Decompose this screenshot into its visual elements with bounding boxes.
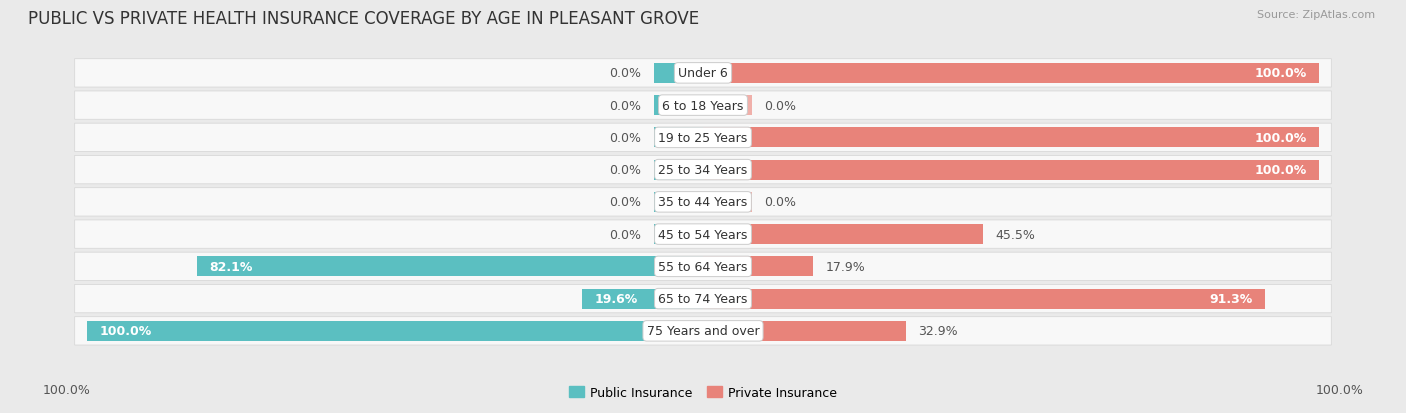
Bar — [654, 160, 703, 180]
Bar — [703, 289, 1265, 309]
FancyBboxPatch shape — [75, 156, 1331, 184]
Bar — [197, 257, 703, 277]
FancyBboxPatch shape — [75, 59, 1331, 88]
Text: 17.9%: 17.9% — [825, 260, 865, 273]
FancyBboxPatch shape — [75, 253, 1331, 281]
FancyBboxPatch shape — [75, 285, 1331, 313]
Text: 45.5%: 45.5% — [995, 228, 1035, 241]
Text: 91.3%: 91.3% — [1209, 292, 1253, 305]
Text: 0.0%: 0.0% — [765, 196, 797, 209]
Text: 65 to 74 Years: 65 to 74 Years — [658, 292, 748, 305]
Text: 45 to 54 Years: 45 to 54 Years — [658, 228, 748, 241]
Bar — [87, 321, 703, 341]
Bar — [703, 225, 983, 244]
Text: 100.0%: 100.0% — [1254, 164, 1306, 177]
Text: 0.0%: 0.0% — [609, 164, 641, 177]
Text: 0.0%: 0.0% — [609, 132, 641, 145]
Text: Under 6: Under 6 — [678, 67, 728, 80]
Bar — [654, 64, 703, 84]
Text: 0.0%: 0.0% — [609, 100, 641, 112]
Text: Source: ZipAtlas.com: Source: ZipAtlas.com — [1257, 10, 1375, 20]
Bar — [654, 96, 703, 116]
Bar — [703, 257, 813, 277]
Text: 0.0%: 0.0% — [609, 196, 641, 209]
Text: 0.0%: 0.0% — [609, 67, 641, 80]
Text: 100.0%: 100.0% — [1254, 132, 1306, 145]
FancyBboxPatch shape — [75, 92, 1331, 120]
Bar — [654, 192, 703, 212]
Text: 100.0%: 100.0% — [42, 384, 90, 396]
Text: 82.1%: 82.1% — [209, 260, 253, 273]
Text: 6 to 18 Years: 6 to 18 Years — [662, 100, 744, 112]
Bar — [703, 128, 1319, 148]
Text: 55 to 64 Years: 55 to 64 Years — [658, 260, 748, 273]
Text: 25 to 34 Years: 25 to 34 Years — [658, 164, 748, 177]
Text: 75 Years and over: 75 Years and over — [647, 325, 759, 337]
Bar — [703, 64, 1319, 84]
FancyBboxPatch shape — [75, 317, 1331, 345]
Text: 32.9%: 32.9% — [918, 325, 957, 337]
Bar — [654, 225, 703, 244]
Text: 0.0%: 0.0% — [609, 228, 641, 241]
Text: 100.0%: 100.0% — [100, 325, 152, 337]
FancyBboxPatch shape — [75, 188, 1331, 216]
Text: 19.6%: 19.6% — [595, 292, 638, 305]
Bar — [703, 321, 905, 341]
Bar — [654, 128, 703, 148]
Bar — [703, 192, 752, 212]
Bar — [582, 289, 703, 309]
Text: 100.0%: 100.0% — [1254, 67, 1306, 80]
Bar — [703, 160, 1319, 180]
Legend: Public Insurance, Private Insurance: Public Insurance, Private Insurance — [564, 381, 842, 404]
FancyBboxPatch shape — [75, 124, 1331, 152]
Text: 0.0%: 0.0% — [765, 100, 797, 112]
Text: 19 to 25 Years: 19 to 25 Years — [658, 132, 748, 145]
Text: PUBLIC VS PRIVATE HEALTH INSURANCE COVERAGE BY AGE IN PLEASANT GROVE: PUBLIC VS PRIVATE HEALTH INSURANCE COVER… — [28, 10, 699, 28]
Text: 35 to 44 Years: 35 to 44 Years — [658, 196, 748, 209]
Bar — [703, 96, 752, 116]
Text: 100.0%: 100.0% — [1316, 384, 1364, 396]
FancyBboxPatch shape — [75, 221, 1331, 249]
